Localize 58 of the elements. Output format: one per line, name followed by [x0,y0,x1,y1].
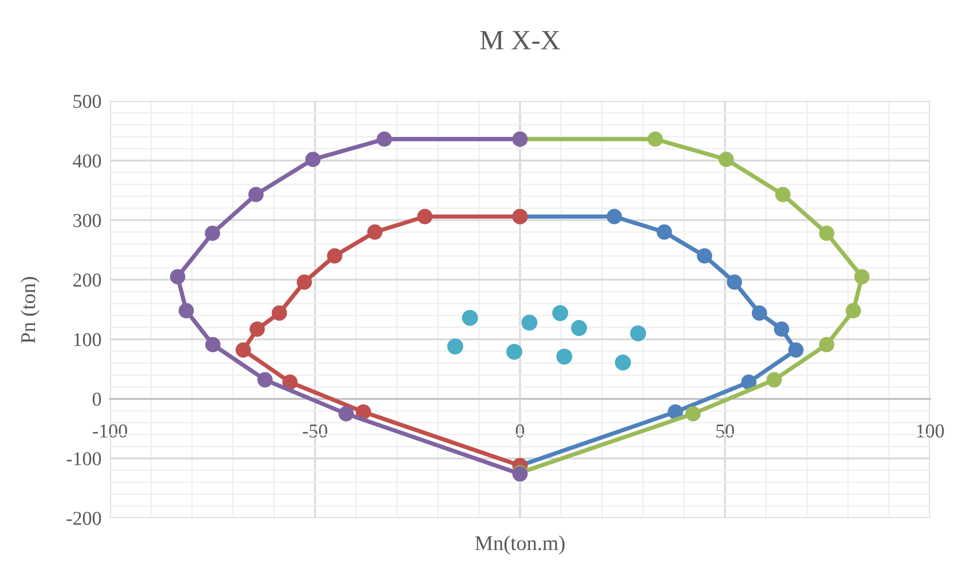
point [376,131,392,147]
x-tick-label: 100 [917,424,944,438]
point [417,208,433,224]
point [630,325,646,342]
point [338,406,354,422]
point [614,354,631,370]
point [819,337,834,352]
point [305,152,321,168]
point [775,186,790,202]
point [648,131,663,147]
point [685,406,701,422]
point [788,342,804,358]
point [257,372,273,388]
point [752,305,768,321]
point [606,208,622,224]
point [571,320,588,336]
point [552,305,568,322]
y-tick-label: 200 [73,274,101,287]
point [819,226,834,241]
y-tick-label: 0 [92,392,101,406]
point [327,248,342,264]
y-tick-label: 400 [72,154,101,168]
point [282,374,298,390]
point [447,338,464,354]
point [178,303,194,318]
point [170,269,186,284]
point [696,248,712,264]
y-tick-label: 300 [73,214,101,228]
y-tick-label: 100 [74,333,101,346]
point [205,337,221,352]
point [774,322,790,337]
point [846,303,861,318]
chart-title: M X-X [480,31,560,50]
y-tick-label: 500 [74,94,101,108]
point [741,374,756,390]
point [248,186,264,202]
point [521,314,538,331]
point [236,342,251,358]
point [718,152,734,168]
y-tick-label: -200 [66,512,101,525]
point [462,310,478,326]
y-tick-label: -100 [66,452,101,466]
point [506,344,522,360]
y-axis-title: Pn (ton) [20,277,40,344]
point [766,372,782,388]
point [272,305,287,321]
point [726,274,742,290]
point [656,224,672,240]
point [296,274,312,290]
x-axis-title: Mn(ton.m) [475,536,565,554]
point [556,348,572,365]
point [250,322,265,337]
point [854,269,870,284]
point [367,224,382,240]
point [668,404,684,420]
point [356,404,372,420]
point [204,226,220,241]
x-tick-label: -100 [92,424,128,438]
